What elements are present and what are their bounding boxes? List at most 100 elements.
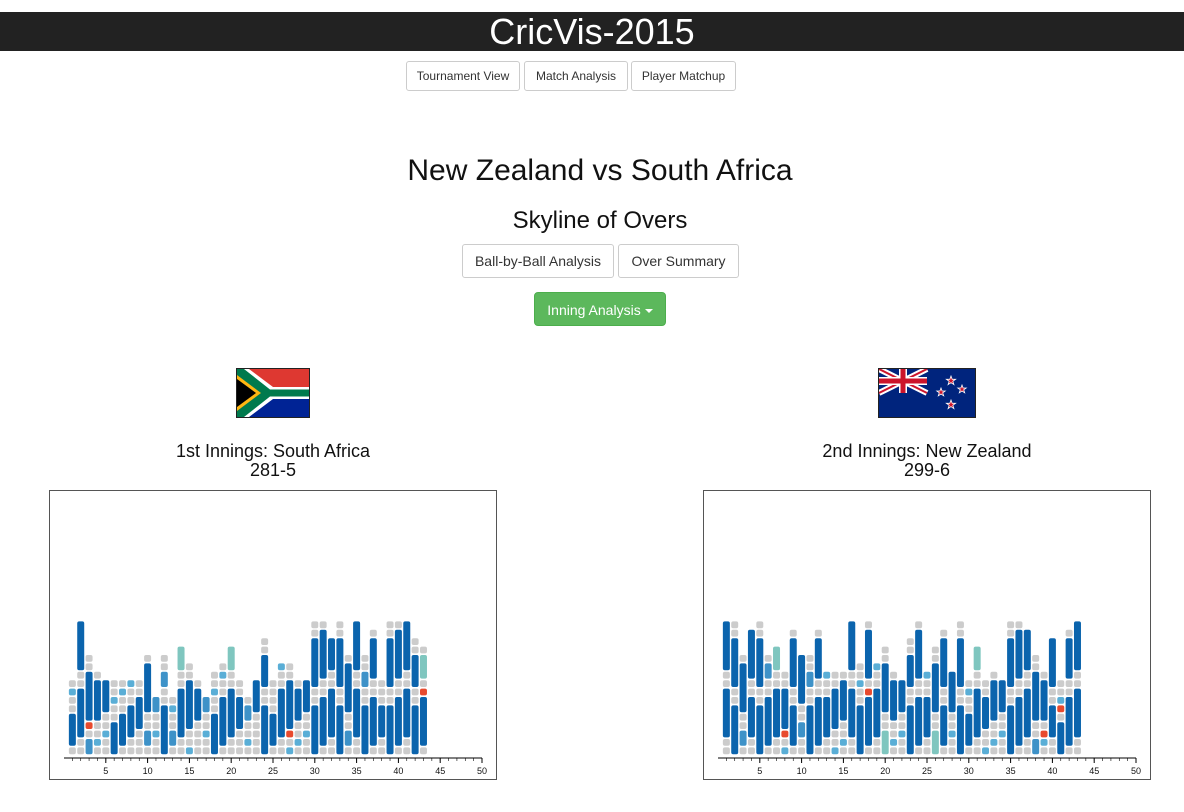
ball-mark (294, 730, 302, 738)
ball-mark (731, 621, 739, 629)
over-column (1007, 621, 1015, 755)
x-tick-label: 15 (184, 766, 194, 776)
ball-mark (277, 671, 285, 679)
ball-mark (177, 671, 185, 679)
ball-mark (722, 671, 730, 679)
ball-mark (898, 713, 906, 721)
ball-mark (806, 663, 814, 671)
ball-mark (1057, 705, 1065, 713)
ball-mark (85, 671, 93, 721)
ball-mark (1073, 688, 1081, 738)
ball-mark (1057, 722, 1065, 755)
ball-mark (948, 713, 956, 721)
inning-analysis-dropdown[interactable]: Inning Analysis (534, 292, 666, 326)
ball-mark (747, 629, 755, 679)
ball-mark (898, 747, 906, 755)
ball-mark (906, 688, 914, 696)
over-column (948, 671, 956, 755)
innings-1-skyline-svg: 5 10 15 20 25 30 35 40 45 50 (64, 621, 487, 776)
over-column (411, 638, 419, 755)
over-column (185, 663, 193, 755)
south-africa-flag (236, 368, 310, 418)
ball-mark (931, 655, 939, 662)
over-column (77, 621, 85, 755)
innings-1-title: 1st Innings: South Africa (175, 441, 371, 461)
ball-mark (344, 722, 352, 729)
ball-mark (236, 739, 244, 746)
over-column (419, 646, 427, 755)
ball-mark (361, 671, 369, 687)
ball-mark (940, 747, 948, 755)
ball-mark (965, 680, 973, 687)
over-column (789, 629, 797, 755)
over-column (864, 621, 872, 755)
ball-mark (848, 671, 856, 679)
ball-mark (890, 671, 898, 679)
player-matchup-button[interactable]: Player Matchup (631, 61, 736, 91)
ball-mark (227, 739, 235, 746)
over-summary-button[interactable]: Over Summary (618, 244, 739, 278)
x-tick-label: 20 (880, 766, 890, 776)
over-column (144, 655, 152, 755)
match-analysis-button[interactable]: Match Analysis (524, 61, 628, 91)
ball-mark (873, 663, 881, 671)
ball-mark (722, 739, 730, 746)
ball-mark (873, 671, 881, 679)
ball-by-ball-button[interactable]: Ball-by-Ball Analysis (462, 244, 614, 278)
tournament-view-button[interactable]: Tournament View (406, 61, 520, 91)
ball-mark (302, 680, 310, 713)
ball-mark (328, 638, 336, 671)
ball-mark (873, 739, 881, 746)
ball-mark (982, 739, 990, 746)
ball-mark (302, 739, 310, 746)
ball-mark (915, 621, 923, 629)
ball-mark (839, 671, 847, 679)
ball-mark (731, 638, 739, 687)
ball-mark (336, 705, 344, 755)
over-column (915, 621, 923, 755)
ball-mark (319, 697, 327, 746)
ball-mark (394, 697, 402, 746)
over-column (219, 663, 227, 755)
ball-mark (219, 680, 227, 687)
ball-mark (1032, 663, 1040, 671)
ball-mark (219, 747, 227, 755)
ball-mark (185, 671, 193, 679)
ball-mark (302, 730, 310, 738)
over-column (931, 646, 939, 755)
ball-mark (1023, 680, 1031, 687)
over-column (756, 621, 764, 755)
over-column (998, 680, 1006, 755)
over-column (177, 646, 185, 755)
ball-mark (890, 680, 898, 721)
ball-mark (1073, 739, 1081, 746)
ball-mark (1048, 747, 1056, 755)
plot-area: 5 10 15 20 25 30 35 40 45 50 (64, 621, 487, 776)
ball-mark (747, 697, 755, 738)
ball-mark (1023, 739, 1031, 746)
plot-area: 5 10 15 20 25 30 35 40 45 50 (718, 621, 1141, 776)
ball-mark (194, 730, 202, 738)
ball-mark (119, 688, 127, 696)
view-subtitle: Skyline of Overs (512, 207, 688, 234)
ball-mark (119, 697, 127, 704)
over-column (881, 646, 889, 755)
ball-mark (948, 730, 956, 738)
ball-mark (1023, 629, 1031, 671)
ball-mark (110, 722, 118, 755)
ball-mark (277, 680, 285, 687)
over-column (1015, 621, 1023, 755)
ball-mark (160, 655, 168, 662)
over-column (856, 663, 864, 755)
ball-mark (386, 697, 394, 704)
x-tick-label: 40 (393, 766, 403, 776)
ball-mark (244, 705, 252, 721)
ball-mark (806, 688, 814, 696)
ball-mark (831, 747, 839, 755)
ball-mark (135, 739, 143, 746)
ball-mark (336, 638, 344, 687)
ball-mark (956, 621, 964, 629)
ball-mark (789, 697, 797, 704)
ball-mark (369, 747, 377, 755)
ball-mark (731, 697, 739, 704)
